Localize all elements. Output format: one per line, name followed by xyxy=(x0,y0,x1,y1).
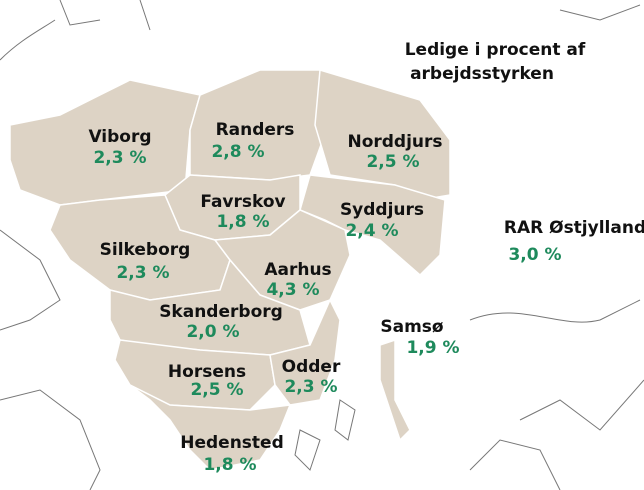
region-name: Aarhus xyxy=(264,260,331,280)
region-aarhus xyxy=(213,209,351,311)
region-name: Silkeborg xyxy=(100,240,191,260)
region-value: 2,4 % xyxy=(345,221,398,241)
region-value: 1,8 % xyxy=(216,212,269,232)
region-name: Randers xyxy=(216,120,295,140)
region-name: Hedensted xyxy=(180,433,284,453)
region-name: Viborg xyxy=(88,127,151,147)
region-hedensted xyxy=(129,384,292,471)
region-value: 2,5 % xyxy=(366,152,419,172)
regions xyxy=(9,69,451,471)
title-line: arbejdsstyrken xyxy=(410,64,554,84)
region-value: 2,3 % xyxy=(116,263,169,283)
total-value: 3,0 % xyxy=(508,245,561,265)
total-name: RAR Østjylland xyxy=(504,218,644,238)
region-value: 2,0 % xyxy=(186,322,239,342)
region-viborg xyxy=(9,79,201,206)
region-value: 1,9 % xyxy=(406,338,459,358)
region-value: 2,3 % xyxy=(93,148,146,168)
region-value: 4,3 % xyxy=(266,280,319,300)
title-line: Ledige i procent af xyxy=(405,40,586,60)
region-value: 1,8 % xyxy=(203,455,256,475)
region-name: Norddjurs xyxy=(347,132,442,152)
region-value: 2,3 % xyxy=(284,377,337,397)
region-name: Syddjurs xyxy=(340,200,424,220)
region-name: Favrskov xyxy=(200,192,285,212)
region-name: Samsø xyxy=(380,317,443,337)
region-odder xyxy=(269,298,341,406)
region-value: 2,8 % xyxy=(211,142,264,162)
region-name: Odder xyxy=(282,357,341,377)
region-name: Horsens xyxy=(168,362,246,382)
region-name: Skanderborg xyxy=(159,302,283,322)
region-value: 2,5 % xyxy=(190,380,243,400)
region-samso xyxy=(379,338,411,442)
island xyxy=(294,399,356,471)
